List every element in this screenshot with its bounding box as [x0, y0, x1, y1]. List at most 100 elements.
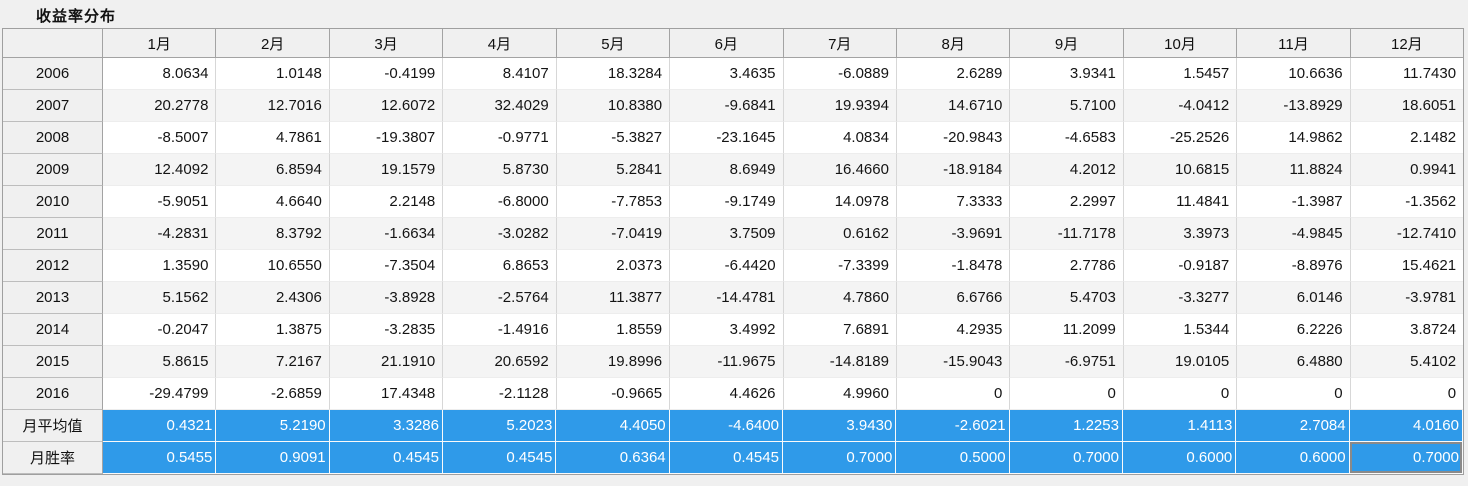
- table-cell[interactable]: -19.3807: [329, 122, 444, 154]
- column-header[interactable]: 6月: [670, 29, 784, 58]
- table-cell[interactable]: 17.4348: [329, 378, 444, 410]
- table-cell[interactable]: 1.8559: [556, 314, 671, 346]
- table-cell[interactable]: -12.7410: [1350, 218, 1463, 250]
- table-cell[interactable]: 2.1482: [1350, 122, 1463, 154]
- table-cell[interactable]: -3.9691: [896, 218, 1011, 250]
- table-cell[interactable]: 10.6550: [216, 250, 330, 282]
- table-cell[interactable]: -7.3504: [329, 250, 444, 282]
- table-cell[interactable]: -25.2526: [1123, 122, 1238, 154]
- table-cell[interactable]: -5.9051: [103, 186, 217, 218]
- table-cell[interactable]: 20.6592: [443, 346, 557, 378]
- table-cell[interactable]: 5.2023: [442, 410, 557, 442]
- table-cell[interactable]: 5.4703: [1010, 282, 1124, 314]
- table-cell[interactable]: 15.4621: [1350, 250, 1463, 282]
- table-cell[interactable]: 11.8824: [1237, 154, 1351, 186]
- table-cell[interactable]: 0: [1350, 378, 1463, 410]
- column-header[interactable]: 1月: [103, 29, 217, 58]
- table-cell[interactable]: 4.4626: [670, 378, 784, 410]
- table-cell[interactable]: 18.6051: [1350, 90, 1463, 122]
- row-header[interactable]: 月胜率: [3, 442, 103, 474]
- column-header[interactable]: 12月: [1350, 29, 1463, 58]
- table-cell[interactable]: 3.4992: [670, 314, 784, 346]
- table-cell[interactable]: 19.0105: [1123, 346, 1238, 378]
- table-cell[interactable]: 0: [1237, 378, 1351, 410]
- table-cell[interactable]: -6.9751: [1010, 346, 1124, 378]
- table-cell[interactable]: 2.2997: [1010, 186, 1124, 218]
- row-header[interactable]: 2012: [3, 250, 103, 282]
- table-cell[interactable]: 14.9862: [1237, 122, 1351, 154]
- table-cell[interactable]: -4.9845: [1237, 218, 1351, 250]
- table-cell[interactable]: 19.1579: [329, 154, 444, 186]
- table-cell[interactable]: 3.3973: [1123, 218, 1238, 250]
- table-cell[interactable]: -14.4781: [670, 282, 784, 314]
- table-cell[interactable]: -20.9843: [896, 122, 1011, 154]
- table-cell[interactable]: 8.0634: [103, 58, 217, 90]
- table-cell[interactable]: 0.7000: [1009, 442, 1123, 474]
- table-cell[interactable]: 5.1562: [103, 282, 217, 314]
- row-header[interactable]: 2006: [3, 58, 103, 90]
- table-cell[interactable]: 3.3286: [329, 410, 443, 442]
- table-cell[interactable]: -2.6021: [896, 410, 1010, 442]
- table-cell[interactable]: 2.7084: [1236, 410, 1350, 442]
- column-header[interactable]: 11月: [1237, 29, 1351, 58]
- row-header[interactable]: 2011: [3, 218, 103, 250]
- table-cell[interactable]: 0.6162: [783, 218, 897, 250]
- row-header[interactable]: 2009: [3, 154, 103, 186]
- table-cell[interactable]: -23.1645: [670, 122, 784, 154]
- column-header[interactable]: 3月: [329, 29, 444, 58]
- table-cell[interactable]: 0: [896, 378, 1011, 410]
- column-header[interactable]: 2月: [216, 29, 330, 58]
- table-cell[interactable]: 11.2099: [1010, 314, 1124, 346]
- table-cell[interactable]: -0.9771: [443, 122, 557, 154]
- table-cell[interactable]: 7.6891: [783, 314, 897, 346]
- row-header[interactable]: 2015: [3, 346, 103, 378]
- table-cell[interactable]: -6.8000: [443, 186, 557, 218]
- table-cell[interactable]: -11.9675: [670, 346, 784, 378]
- table-cell[interactable]: 7.2167: [216, 346, 330, 378]
- table-cell[interactable]: -9.6841: [670, 90, 784, 122]
- table-cell[interactable]: -0.4199: [329, 58, 444, 90]
- table-cell[interactable]: 4.0834: [783, 122, 897, 154]
- row-header[interactable]: 2008: [3, 122, 103, 154]
- table-cell[interactable]: 10.6636: [1237, 58, 1351, 90]
- row-header[interactable]: 2014: [3, 314, 103, 346]
- column-header[interactable]: 5月: [556, 29, 671, 58]
- table-cell[interactable]: -3.0282: [443, 218, 557, 250]
- table-cell[interactable]: 6.8653: [443, 250, 557, 282]
- table-cell[interactable]: 1.2253: [1009, 410, 1123, 442]
- table-cell[interactable]: 0: [1010, 378, 1124, 410]
- table-cell[interactable]: -15.9043: [896, 346, 1011, 378]
- table-cell[interactable]: 4.2012: [1010, 154, 1124, 186]
- table-cell[interactable]: 0.9091: [216, 442, 330, 474]
- table-cell[interactable]: 3.9430: [782, 410, 897, 442]
- table-cell[interactable]: -3.9781: [1350, 282, 1463, 314]
- table-cell[interactable]: -0.9665: [556, 378, 671, 410]
- table-cell[interactable]: 6.8594: [216, 154, 330, 186]
- table-cell[interactable]: 21.1910: [329, 346, 444, 378]
- table-cell[interactable]: 12.7016: [216, 90, 330, 122]
- table-cell[interactable]: -5.3827: [556, 122, 671, 154]
- table-cell[interactable]: -13.8929: [1237, 90, 1351, 122]
- table-cell[interactable]: 0.5000: [896, 442, 1010, 474]
- table-cell[interactable]: 4.7860: [783, 282, 897, 314]
- table-cell[interactable]: 1.5344: [1123, 314, 1238, 346]
- table-cell[interactable]: 3.8724: [1350, 314, 1463, 346]
- row-header[interactable]: 2013: [3, 282, 103, 314]
- table-cell[interactable]: -8.5007: [103, 122, 217, 154]
- table-cell[interactable]: 10.8380: [556, 90, 671, 122]
- table-cell[interactable]: 2.6289: [896, 58, 1011, 90]
- table-cell[interactable]: 0.4321: [103, 410, 217, 442]
- row-header[interactable]: 月平均值: [3, 410, 103, 442]
- table-cell[interactable]: 8.3792: [216, 218, 330, 250]
- table-cell[interactable]: -6.4420: [670, 250, 784, 282]
- table-cell[interactable]: 12.4092: [103, 154, 217, 186]
- table-cell[interactable]: 10.6815: [1123, 154, 1238, 186]
- table-cell[interactable]: -8.8976: [1237, 250, 1351, 282]
- table-cell[interactable]: 3.9341: [1010, 58, 1124, 90]
- table-cell[interactable]: 4.2935: [896, 314, 1011, 346]
- table-cell[interactable]: -11.7178: [1010, 218, 1124, 250]
- table-cell[interactable]: 16.4660: [783, 154, 897, 186]
- table-cell[interactable]: 32.4029: [443, 90, 557, 122]
- table-cell[interactable]: 0.5455: [103, 442, 217, 474]
- table-cell[interactable]: -14.8189: [783, 346, 897, 378]
